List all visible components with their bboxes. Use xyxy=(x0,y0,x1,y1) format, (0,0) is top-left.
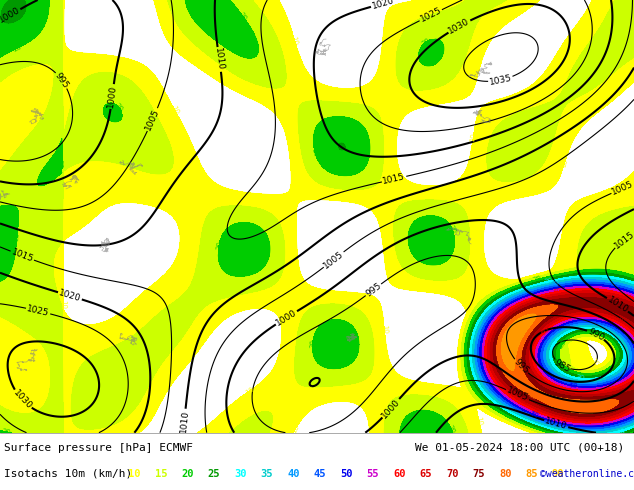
Text: 20: 20 xyxy=(114,102,124,113)
Text: 40: 40 xyxy=(287,469,299,479)
Text: 30: 30 xyxy=(616,427,626,436)
Text: 55: 55 xyxy=(366,469,379,479)
Text: 45: 45 xyxy=(313,469,326,479)
Text: 1000: 1000 xyxy=(107,84,119,108)
Text: 20: 20 xyxy=(14,232,20,241)
Text: 20: 20 xyxy=(532,275,542,283)
Text: 40: 40 xyxy=(550,280,559,288)
Text: 20: 20 xyxy=(59,158,65,167)
Text: 50: 50 xyxy=(529,411,540,420)
Text: 30: 30 xyxy=(543,277,553,285)
Text: 10: 10 xyxy=(589,357,599,368)
Text: 20: 20 xyxy=(215,240,223,250)
Text: 1025: 1025 xyxy=(418,6,443,25)
Text: 1020: 1020 xyxy=(371,0,395,11)
Text: 35: 35 xyxy=(261,469,273,479)
Text: 10: 10 xyxy=(470,133,477,143)
Text: 40: 40 xyxy=(605,374,616,383)
Text: 1015: 1015 xyxy=(10,247,35,264)
Text: 1000: 1000 xyxy=(380,397,402,420)
Text: 10: 10 xyxy=(60,300,67,309)
Text: 10: 10 xyxy=(128,469,141,479)
Text: 1020: 1020 xyxy=(58,288,82,303)
Text: 25: 25 xyxy=(207,469,220,479)
Text: 990: 990 xyxy=(586,326,605,343)
Text: 995: 995 xyxy=(512,357,530,376)
Text: 1015: 1015 xyxy=(382,172,406,186)
Text: 20: 20 xyxy=(557,339,567,349)
Text: 1005: 1005 xyxy=(611,179,634,197)
Text: 10: 10 xyxy=(290,424,300,435)
Text: 80: 80 xyxy=(527,392,538,401)
Text: 1030: 1030 xyxy=(447,17,472,36)
Text: 10: 10 xyxy=(381,325,388,335)
Text: 1030: 1030 xyxy=(11,388,34,411)
Text: 1015: 1015 xyxy=(612,229,634,250)
Text: 50: 50 xyxy=(569,382,578,389)
Text: 1035: 1035 xyxy=(488,73,513,87)
Text: 1005: 1005 xyxy=(322,249,346,270)
Text: 20: 20 xyxy=(238,11,248,22)
Text: 20: 20 xyxy=(448,223,456,234)
Text: 60: 60 xyxy=(540,326,550,337)
Text: 985: 985 xyxy=(553,358,573,374)
Text: 1010: 1010 xyxy=(605,295,630,315)
Text: 10: 10 xyxy=(560,157,569,168)
Text: 90: 90 xyxy=(552,469,564,479)
Text: 1005: 1005 xyxy=(144,107,161,132)
Text: 75: 75 xyxy=(472,469,485,479)
Text: 50: 50 xyxy=(340,469,353,479)
Text: 70: 70 xyxy=(446,469,458,479)
Text: 10: 10 xyxy=(244,386,255,396)
Text: We 01-05-2024 18:00 UTC (00+18): We 01-05-2024 18:00 UTC (00+18) xyxy=(415,443,624,453)
Text: 65: 65 xyxy=(420,469,432,479)
Text: Surface pressure [hPa] ECMWF: Surface pressure [hPa] ECMWF xyxy=(4,443,193,453)
Text: 1000: 1000 xyxy=(0,6,22,25)
Text: 20: 20 xyxy=(1,428,11,436)
Text: 15: 15 xyxy=(155,469,167,479)
Text: 20: 20 xyxy=(447,424,456,435)
Text: 10: 10 xyxy=(170,105,179,116)
Text: 30: 30 xyxy=(234,469,247,479)
Text: 60: 60 xyxy=(553,288,563,295)
Text: Isotachs 10m (km/h): Isotachs 10m (km/h) xyxy=(4,469,133,479)
Text: 30: 30 xyxy=(575,374,585,382)
Text: 1010: 1010 xyxy=(179,409,190,433)
Text: 85: 85 xyxy=(526,469,538,479)
Text: ©weatheronline.co.uk: ©weatheronline.co.uk xyxy=(540,469,634,479)
Text: 80: 80 xyxy=(499,469,512,479)
Text: 1005: 1005 xyxy=(505,386,530,403)
Text: 70: 70 xyxy=(519,396,530,405)
Text: 20: 20 xyxy=(309,339,316,348)
Text: 1000: 1000 xyxy=(275,308,299,328)
Text: 995: 995 xyxy=(53,71,70,90)
Text: 20: 20 xyxy=(13,43,23,52)
Text: 60: 60 xyxy=(393,469,406,479)
Text: 10: 10 xyxy=(291,36,299,47)
Text: 1010: 1010 xyxy=(213,48,225,72)
Text: 20: 20 xyxy=(311,148,319,158)
Text: 1025: 1025 xyxy=(26,304,50,318)
Text: 995: 995 xyxy=(364,281,383,298)
Text: 20: 20 xyxy=(181,469,193,479)
Text: 20: 20 xyxy=(420,37,431,47)
Text: 10: 10 xyxy=(475,416,483,426)
Text: 70: 70 xyxy=(616,315,626,324)
Text: 1010: 1010 xyxy=(544,416,569,431)
